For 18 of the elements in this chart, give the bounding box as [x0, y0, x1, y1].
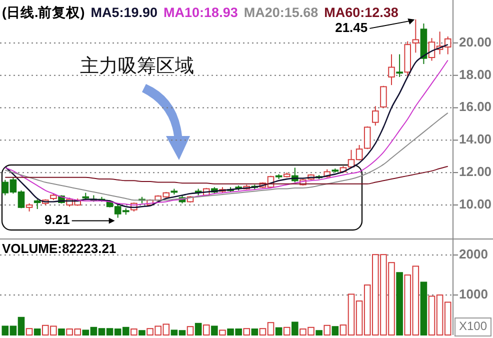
annotation: 21.45 — [335, 20, 368, 35]
annotation: 9.21 — [44, 212, 70, 228]
y-tick-label: 10.00 — [459, 196, 492, 212]
y-tick-label: 2000 — [459, 246, 488, 262]
y-tick-label: 18.00 — [459, 66, 492, 82]
text: MA60:12.38 — [324, 4, 399, 20]
text: MA5:19.90 — [90, 4, 158, 20]
y-tick-label: 12.00 — [459, 164, 492, 180]
chart-title: VOLUME:82223.21 — [2, 241, 116, 256]
y-tick-label: 14.00 — [459, 132, 492, 147]
y-tick-label: 20.00 — [459, 34, 492, 50]
text: MA10:18.93 — [164, 4, 238, 20]
y-tick-label: 16.00 — [459, 99, 492, 114]
text: MA20:15.68 — [244, 4, 319, 20]
y-tick-label: 1000 — [459, 286, 488, 302]
annotation: 主力吸筹区域 — [80, 55, 194, 77]
chart-title: (日线.前复权) — [2, 4, 85, 20]
text: X100 — [458, 319, 488, 334]
